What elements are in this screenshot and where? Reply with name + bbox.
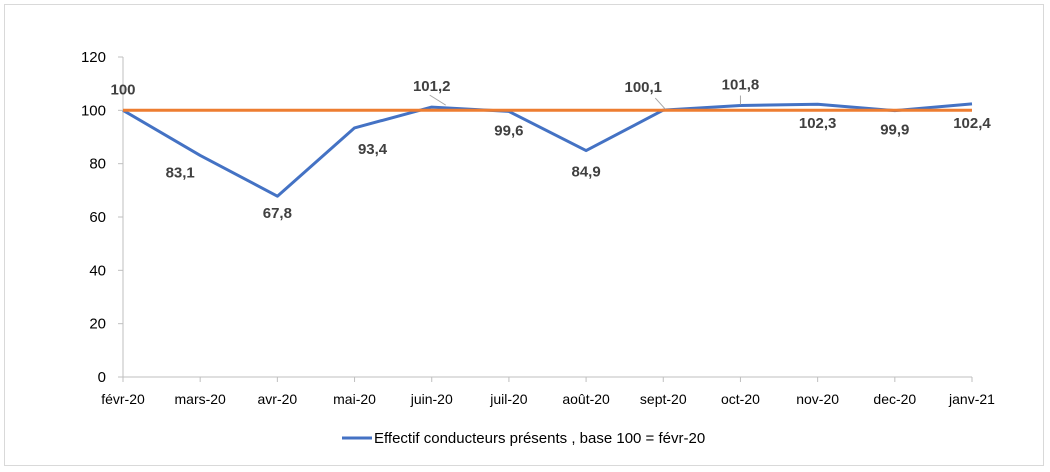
data-label: 99,9 [880, 122, 909, 139]
x-tick-label: janv-21 [948, 391, 995, 407]
data-label: 84,9 [571, 164, 600, 181]
y-tick-label: 120 [81, 49, 106, 66]
x-tick-label: nov-20 [796, 391, 839, 407]
y-tick-label: 100 [81, 102, 106, 119]
data-label: 102,4 [953, 115, 991, 132]
series-line-effectif [122, 102, 973, 198]
chart-frame [4, 4, 1044, 466]
x-tick-label: mai-20 [333, 391, 376, 407]
x-tick-label: avr-20 [258, 391, 298, 407]
y-tick-label: 40 [89, 262, 106, 279]
y-tick-label: 80 [89, 156, 106, 173]
data-label: 101,8 [722, 77, 760, 94]
data-label: 93,4 [358, 141, 388, 158]
data-label: 67,8 [263, 205, 292, 222]
data-label: 100,1 [624, 79, 662, 96]
y-tick-label: 0 [98, 369, 106, 386]
x-tick-label: août-20 [562, 391, 610, 407]
x-tick-label: juin-20 [410, 391, 453, 407]
x-tick-label: févr-20 [101, 391, 145, 407]
x-tick-label: oct-20 [721, 391, 760, 407]
leader-line [429, 94, 446, 106]
data-label: 83,1 [166, 164, 195, 181]
data-label: 102,3 [799, 115, 837, 132]
data-label: 100 [110, 81, 135, 98]
x-tick-label: sept-20 [640, 391, 687, 407]
legend-label: Effectif conducteurs présents , base 100… [374, 430, 705, 447]
data-label: 101,2 [413, 78, 451, 95]
leader-line [654, 97, 666, 110]
x-tick-label: mars-20 [175, 391, 227, 407]
y-tick-label: 20 [89, 316, 106, 333]
x-tick-label: dec-20 [873, 391, 916, 407]
data-label: 99,6 [494, 122, 523, 139]
y-tick-label: 60 [89, 209, 106, 226]
x-tick-label: juil-20 [489, 391, 528, 407]
